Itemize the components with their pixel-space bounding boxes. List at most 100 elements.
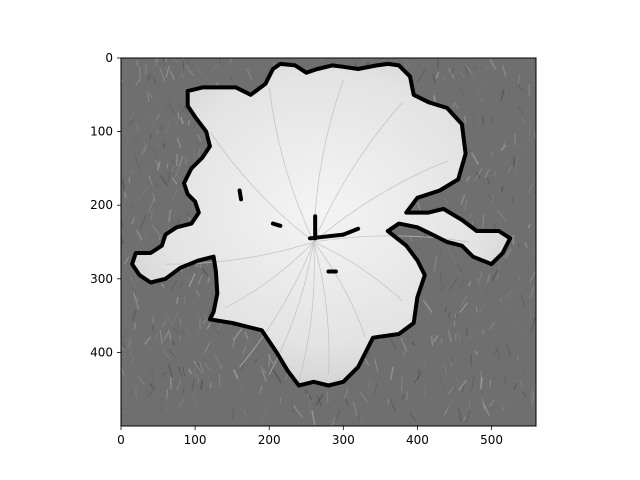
grass-stroke bbox=[128, 80, 132, 86]
grass-stroke bbox=[503, 302, 506, 308]
grass-stroke bbox=[180, 72, 184, 78]
grass-stroke bbox=[528, 122, 531, 137]
grass-stroke bbox=[447, 329, 453, 343]
grass-stroke bbox=[420, 236, 423, 243]
grass-stroke bbox=[269, 402, 273, 411]
inner-contour-segment bbox=[270, 221, 283, 228]
grass-stroke bbox=[122, 179, 125, 191]
grass-stroke bbox=[372, 383, 374, 394]
grass-stroke bbox=[504, 248, 512, 259]
grass-stroke bbox=[439, 271, 443, 288]
grass-stroke bbox=[308, 399, 312, 414]
grass-stroke bbox=[125, 129, 129, 140]
grass-stroke bbox=[210, 322, 220, 334]
grass-stroke bbox=[460, 194, 466, 205]
grass-stroke bbox=[326, 391, 329, 403]
grass-stroke bbox=[153, 392, 158, 400]
grass-stroke bbox=[530, 318, 536, 333]
grass-stroke bbox=[491, 268, 500, 282]
grass-stroke bbox=[180, 313, 186, 324]
grass-stroke bbox=[152, 193, 156, 202]
grass-stroke bbox=[416, 201, 421, 211]
grass-stroke bbox=[121, 411, 124, 419]
grass-stroke bbox=[487, 274, 491, 283]
grass-stroke bbox=[424, 284, 432, 294]
grass-stroke bbox=[439, 247, 442, 259]
grass-stroke bbox=[471, 375, 475, 391]
grass-stroke bbox=[515, 337, 523, 353]
grass-stroke bbox=[486, 178, 491, 185]
grass-stroke bbox=[165, 66, 170, 78]
grass-stroke bbox=[153, 215, 160, 223]
grass-stroke bbox=[127, 338, 131, 348]
grass-stroke bbox=[433, 334, 439, 343]
grass-stroke bbox=[148, 93, 153, 99]
grass-stroke bbox=[170, 339, 176, 346]
grass-stroke bbox=[373, 358, 379, 373]
grass-stroke bbox=[493, 170, 497, 177]
grass-stroke bbox=[500, 88, 505, 102]
grass-stroke bbox=[440, 338, 443, 345]
grass-stroke bbox=[291, 399, 294, 413]
grass-stroke bbox=[163, 371, 167, 376]
grass-stroke bbox=[404, 63, 407, 70]
grass-stroke bbox=[206, 322, 211, 330]
grass-stroke bbox=[152, 146, 157, 159]
grass-stroke bbox=[153, 390, 156, 396]
grass-stroke bbox=[121, 219, 124, 228]
grass-stroke bbox=[128, 117, 138, 130]
grass-stroke bbox=[507, 166, 512, 173]
grass-stroke bbox=[121, 236, 122, 238]
grass-stroke bbox=[489, 321, 496, 330]
grass-stroke bbox=[519, 380, 524, 388]
grass-stroke bbox=[456, 104, 459, 110]
grass-stroke bbox=[272, 369, 283, 384]
grass-stroke bbox=[413, 371, 423, 384]
grass-stroke bbox=[435, 72, 440, 79]
vein-line bbox=[268, 241, 315, 375]
grass-stroke bbox=[218, 364, 223, 369]
vein-line bbox=[313, 160, 448, 243]
grass-stroke bbox=[182, 329, 185, 337]
grass-stroke bbox=[200, 380, 203, 390]
grass-stroke bbox=[160, 397, 163, 413]
grass-stroke bbox=[375, 339, 378, 349]
grass-stroke bbox=[193, 147, 196, 163]
grass-stroke bbox=[196, 67, 203, 75]
grass-stroke bbox=[240, 358, 246, 373]
grass-stroke bbox=[148, 175, 153, 186]
grass-stroke bbox=[473, 112, 475, 128]
grass-stroke bbox=[198, 360, 204, 373]
grass-stroke bbox=[360, 412, 363, 420]
grass-stroke bbox=[121, 236, 124, 244]
grass-stroke bbox=[502, 405, 505, 411]
grass-stroke bbox=[201, 411, 204, 425]
grass-stroke bbox=[184, 326, 191, 340]
grass-stroke bbox=[475, 380, 481, 390]
grass-stroke bbox=[517, 73, 521, 85]
inner-contour-segment bbox=[341, 226, 361, 237]
grass-stroke bbox=[121, 269, 125, 279]
grass-stroke bbox=[517, 242, 520, 248]
grass-stroke bbox=[311, 410, 316, 426]
grass-stroke bbox=[166, 97, 171, 113]
grass-stroke bbox=[130, 174, 139, 190]
grass-stroke bbox=[143, 225, 150, 240]
grass-stroke bbox=[444, 364, 447, 375]
grass-stroke bbox=[161, 319, 164, 335]
grass-stroke bbox=[356, 390, 358, 395]
grass-stroke bbox=[484, 168, 490, 179]
grass-stroke bbox=[128, 119, 134, 126]
grass-stroke bbox=[131, 130, 137, 137]
grass-stroke bbox=[221, 368, 229, 379]
vein-line bbox=[313, 241, 403, 302]
grass-stroke bbox=[133, 279, 138, 295]
grass-stroke bbox=[496, 352, 501, 362]
grass-stroke bbox=[171, 177, 178, 185]
axes-frame bbox=[120, 57, 537, 427]
x-tick-label: 500 bbox=[480, 433, 503, 447]
grass-stroke bbox=[149, 178, 152, 186]
grass-stroke bbox=[168, 102, 176, 115]
grass-stroke bbox=[131, 291, 139, 302]
